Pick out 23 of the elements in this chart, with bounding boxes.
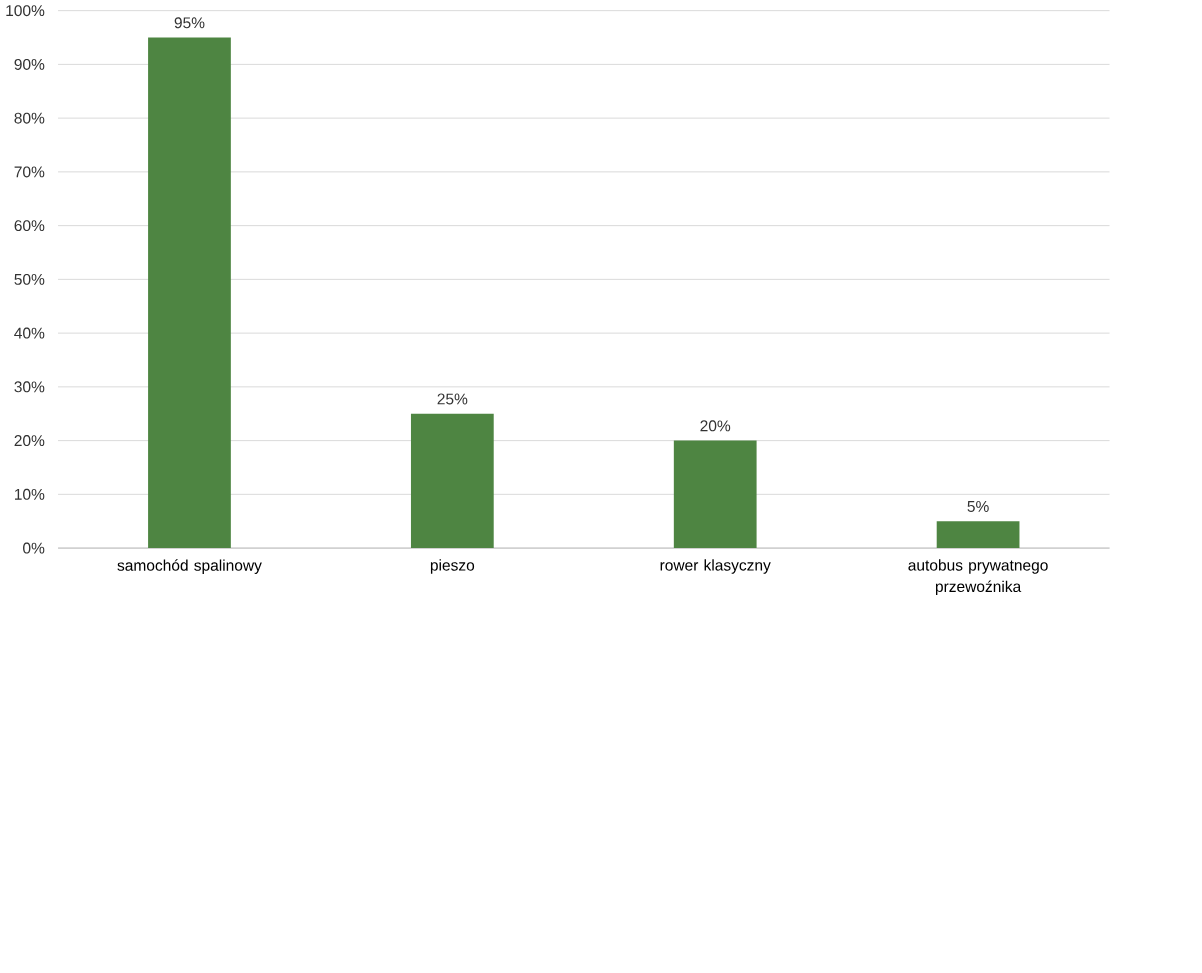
y-tick-label: 70% [14,166,45,178]
data-label: 5% [967,501,989,513]
x-tick-label: pieszo [430,559,475,574]
data-label: 20% [700,420,731,432]
y-tick-label: 60% [14,220,45,232]
bar [936,521,1020,549]
y-tick-label: 10% [15,489,45,501]
y-tick-label: 100% [6,5,45,17]
y-tick-label: 30% [14,381,45,393]
bar [148,37,231,549]
y-tick-label: 90% [14,59,45,71]
x-tick-label: rower klasyczny [660,559,771,574]
x-tick-label: autobus prywatnego przewoźnika [908,559,1048,596]
y-tick-label: 40% [14,327,45,339]
y-tick-label: 80% [14,112,45,124]
bar [410,413,494,549]
x-tick-label: samochód spalinowy [117,559,262,575]
y-tick-label: 50% [14,274,45,286]
y-tick-label: 20% [14,435,45,447]
y-tick-label: 0% [23,542,45,554]
bar [673,440,757,549]
data-label: 25% [437,393,468,405]
data-label: 95% [174,17,205,29]
